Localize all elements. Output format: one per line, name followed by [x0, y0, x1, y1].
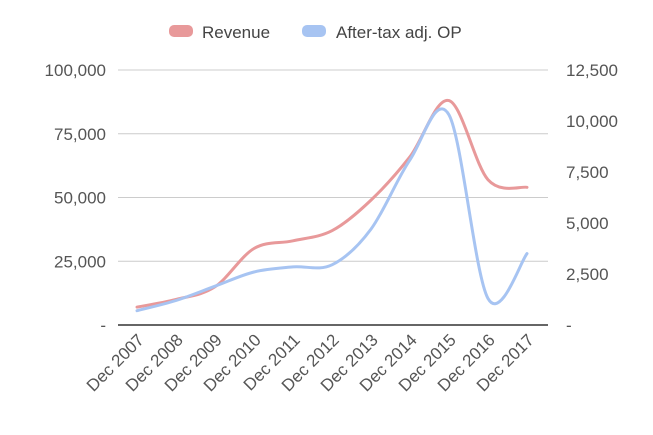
legend-label: After-tax adj. OP	[336, 23, 462, 42]
left-axis-ticks: - 25,000 50,000 75,000 100,000	[45, 61, 106, 335]
legend-swatch	[169, 25, 193, 37]
series-line-revenue	[135, 99, 529, 309]
right-tick-label: 5,000	[566, 214, 609, 233]
legend-label: Revenue	[202, 23, 270, 42]
right-tick-label: 12,500	[566, 61, 618, 80]
right-tick-label: -	[566, 316, 572, 335]
right-tick-label: 2,500	[566, 265, 609, 284]
right-axis-ticks: - 2,500 5,000 7,500 10,000 12,500	[566, 61, 618, 335]
series-lines	[135, 99, 529, 313]
right-tick-label: 7,500	[566, 163, 609, 182]
left-tick-label: 75,000	[54, 125, 106, 144]
left-tick-label: 50,000	[54, 189, 106, 208]
left-tick-label: -	[100, 316, 106, 335]
left-tick-label: 100,000	[45, 61, 106, 80]
left-tick-label: 25,000	[54, 252, 106, 271]
right-tick-label: 10,000	[566, 112, 618, 131]
legend: Revenue After-tax adj. OP	[169, 23, 462, 42]
legend-swatch	[302, 25, 326, 37]
series-line-after-tax-adj-op	[135, 107, 529, 313]
